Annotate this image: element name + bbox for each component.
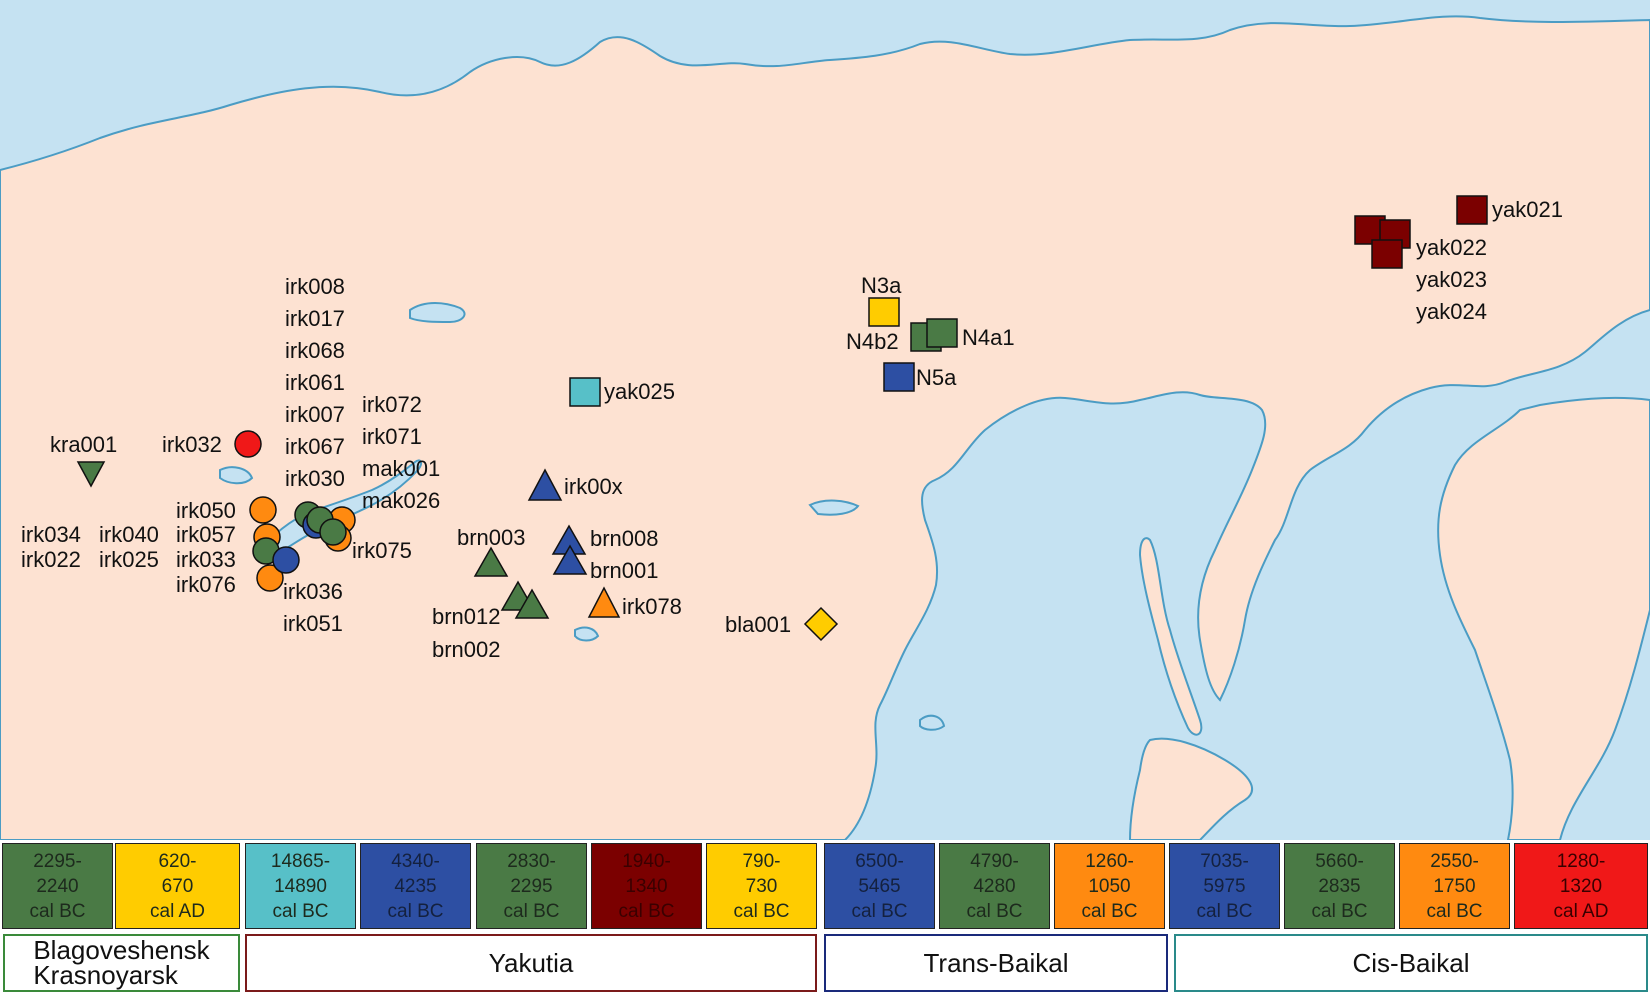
label-irk040: irk040	[99, 522, 159, 547]
label-irk00x: irk00x	[564, 474, 623, 499]
marker-kra001[interactable]	[76, 461, 106, 488]
marker-brn003[interactable]	[473, 546, 509, 577]
labels: kra001 irk032 irk008 irk017 irk068 irk06…	[21, 197, 1563, 662]
lake-north	[409, 302, 466, 324]
label-irk033: irk033	[176, 547, 236, 572]
label-irk007: irk007	[285, 402, 345, 427]
label-irk008: irk008	[285, 274, 345, 299]
label-N4a1: N4a1	[962, 325, 1015, 350]
map: kra001 irk032 irk008 irk017 irk068 irk06…	[0, 0, 1650, 840]
legend-swatch-13: 2550- 1750 cal BC	[1399, 843, 1510, 929]
label-bla001: bla001	[725, 612, 791, 637]
label-irk068: irk068	[285, 338, 345, 363]
legend-swatch-7: 790- 730 cal BC	[706, 843, 817, 929]
region-blagoveshensk-krasnoyarsk: Blagoveshensk Krasnoyarsk	[3, 934, 240, 992]
label-irk072: irk072	[362, 392, 422, 417]
label-irk071: irk071	[362, 424, 422, 449]
label-mak026: mak026	[362, 488, 440, 513]
marker-yak021[interactable]	[1456, 195, 1488, 225]
label-irk030: irk030	[285, 466, 345, 491]
label-irk036: irk036	[283, 579, 343, 604]
hokkaido	[1128, 737, 1254, 840]
marker-N3a[interactable]	[868, 297, 900, 327]
label-yak025: yak025	[604, 379, 675, 404]
label-irk067: irk067	[285, 434, 345, 459]
marker-irk078[interactable]	[587, 586, 621, 618]
label-N4b2: N4b2	[846, 329, 899, 354]
legend-swatch-2: 620- 670 cal AD	[115, 843, 240, 929]
label-brn012: brn012	[432, 604, 501, 629]
label-irk034: irk034	[21, 522, 81, 547]
label-brn003: brn003	[457, 525, 526, 550]
label-kra001: kra001	[50, 432, 117, 457]
marker-yak024[interactable]	[1371, 239, 1403, 269]
label-irk076: irk076	[176, 572, 236, 597]
label-irk075: irk075	[352, 538, 412, 563]
markers	[76, 195, 1488, 642]
label-N5a: N5a	[916, 365, 957, 390]
legend-swatch-10: 1260- 1050 cal BC	[1054, 843, 1165, 929]
legend-swatch-9: 4790- 4280 cal BC	[939, 843, 1050, 929]
lake-small-2	[219, 466, 254, 485]
label-irk061: irk061	[285, 370, 345, 395]
label-irk078: irk078	[622, 594, 682, 619]
label-brn002: brn002	[432, 637, 501, 662]
marker-irk050[interactable]	[249, 496, 277, 524]
label-irk057: irk057	[176, 522, 236, 547]
legend-swatch-3: 14865- 14890 cal BC	[245, 843, 356, 929]
legend-swatch-12: 5660- 2835 cal BC	[1284, 843, 1395, 929]
legend-swatch-6: 1940- 1340 cal BC	[591, 843, 702, 929]
marker-N5a[interactable]	[883, 362, 915, 392]
marker-mak001[interactable]	[319, 518, 347, 546]
label-yak024: yak024	[1416, 299, 1487, 324]
legend-swatch-1: 2295- 2240 cal BC	[2, 843, 113, 929]
label-yak023: yak023	[1416, 267, 1487, 292]
marker-brn001[interactable]	[552, 544, 588, 575]
legend-swatch-5: 2830- 2295 cal BC	[476, 843, 587, 929]
label-brn001: brn001	[590, 558, 659, 583]
label-mak001: mak001	[362, 456, 440, 481]
marker-irk032[interactable]	[234, 430, 262, 458]
legend-swatch-8: 6500- 5465 cal BC	[824, 843, 935, 929]
marker-irk036[interactable]	[272, 546, 300, 574]
landmass	[0, 15, 1650, 840]
label-N3a: N3a	[861, 273, 902, 298]
marker-irk00x[interactable]	[527, 468, 563, 501]
marker-N4a1[interactable]	[926, 318, 958, 348]
legend-swatch-11: 7035- 5975 cal BC	[1169, 843, 1280, 929]
legend-dates: 2295- 2240 cal BC 620- 670 cal AD 14865- 1489…	[0, 843, 1650, 931]
marker-bla001[interactable]	[803, 606, 839, 642]
marker-brn002[interactable]	[514, 588, 550, 619]
sakhalin	[1138, 537, 1203, 736]
kamchatka	[1437, 396, 1650, 840]
region-cis-baikal: Cis-Baikal	[1174, 934, 1648, 992]
label-irk032: irk032	[162, 432, 222, 457]
lake-small-1	[574, 626, 600, 642]
lake-east	[808, 499, 860, 516]
legend-swatch-14: 1280- 1320 cal AD	[1514, 843, 1648, 929]
label-yak022: yak022	[1416, 235, 1487, 260]
legend-swatch-4: 4340- 4235 cal BC	[360, 843, 471, 929]
region-trans-baikal: Trans-Baikal	[824, 934, 1168, 992]
legend-regions: Blagoveshensk Krasnoyarsk Yakutia Trans-B…	[0, 934, 1650, 993]
label-irk025: irk025	[99, 547, 159, 572]
label-irk017: irk017	[285, 306, 345, 331]
marker-irk076[interactable]	[256, 564, 284, 592]
region-yakutia: Yakutia	[245, 934, 817, 992]
label-yak021: yak021	[1492, 197, 1563, 222]
label-irk050: irk050	[176, 498, 236, 523]
label-brn008: brn008	[590, 526, 659, 551]
label-irk051: irk051	[283, 611, 343, 636]
marker-yak025[interactable]	[569, 377, 601, 407]
label-irk022: irk022	[21, 547, 81, 572]
lake-small-3	[919, 714, 946, 731]
